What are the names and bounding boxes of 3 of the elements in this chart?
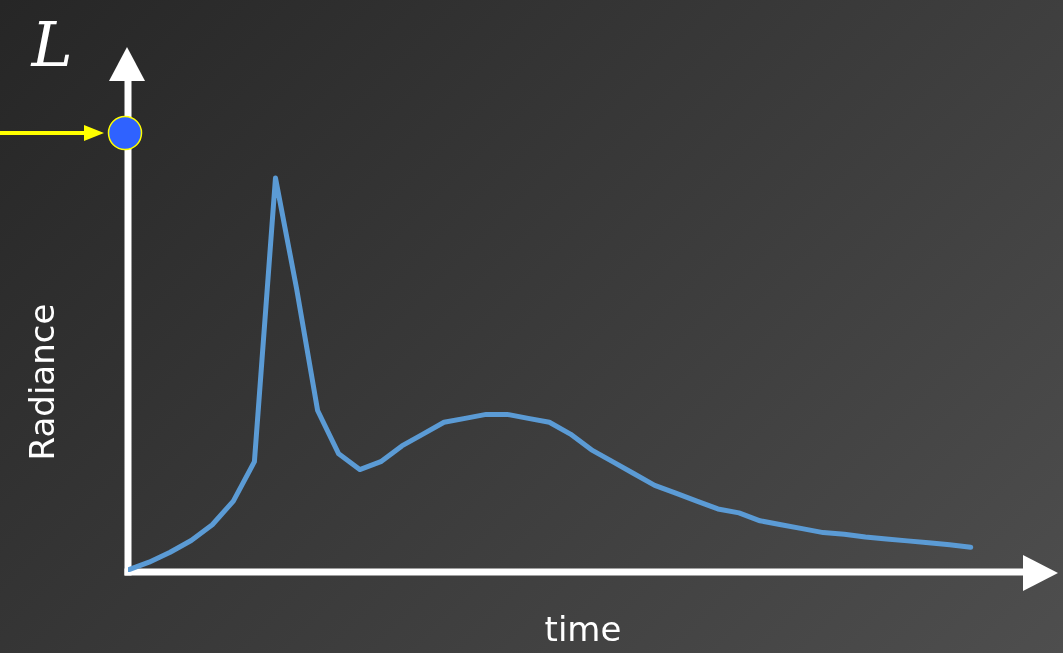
y-axis-title: Radiance (21, 303, 62, 461)
text: L (30, 8, 73, 82)
x-axis-title: time (544, 608, 622, 649)
